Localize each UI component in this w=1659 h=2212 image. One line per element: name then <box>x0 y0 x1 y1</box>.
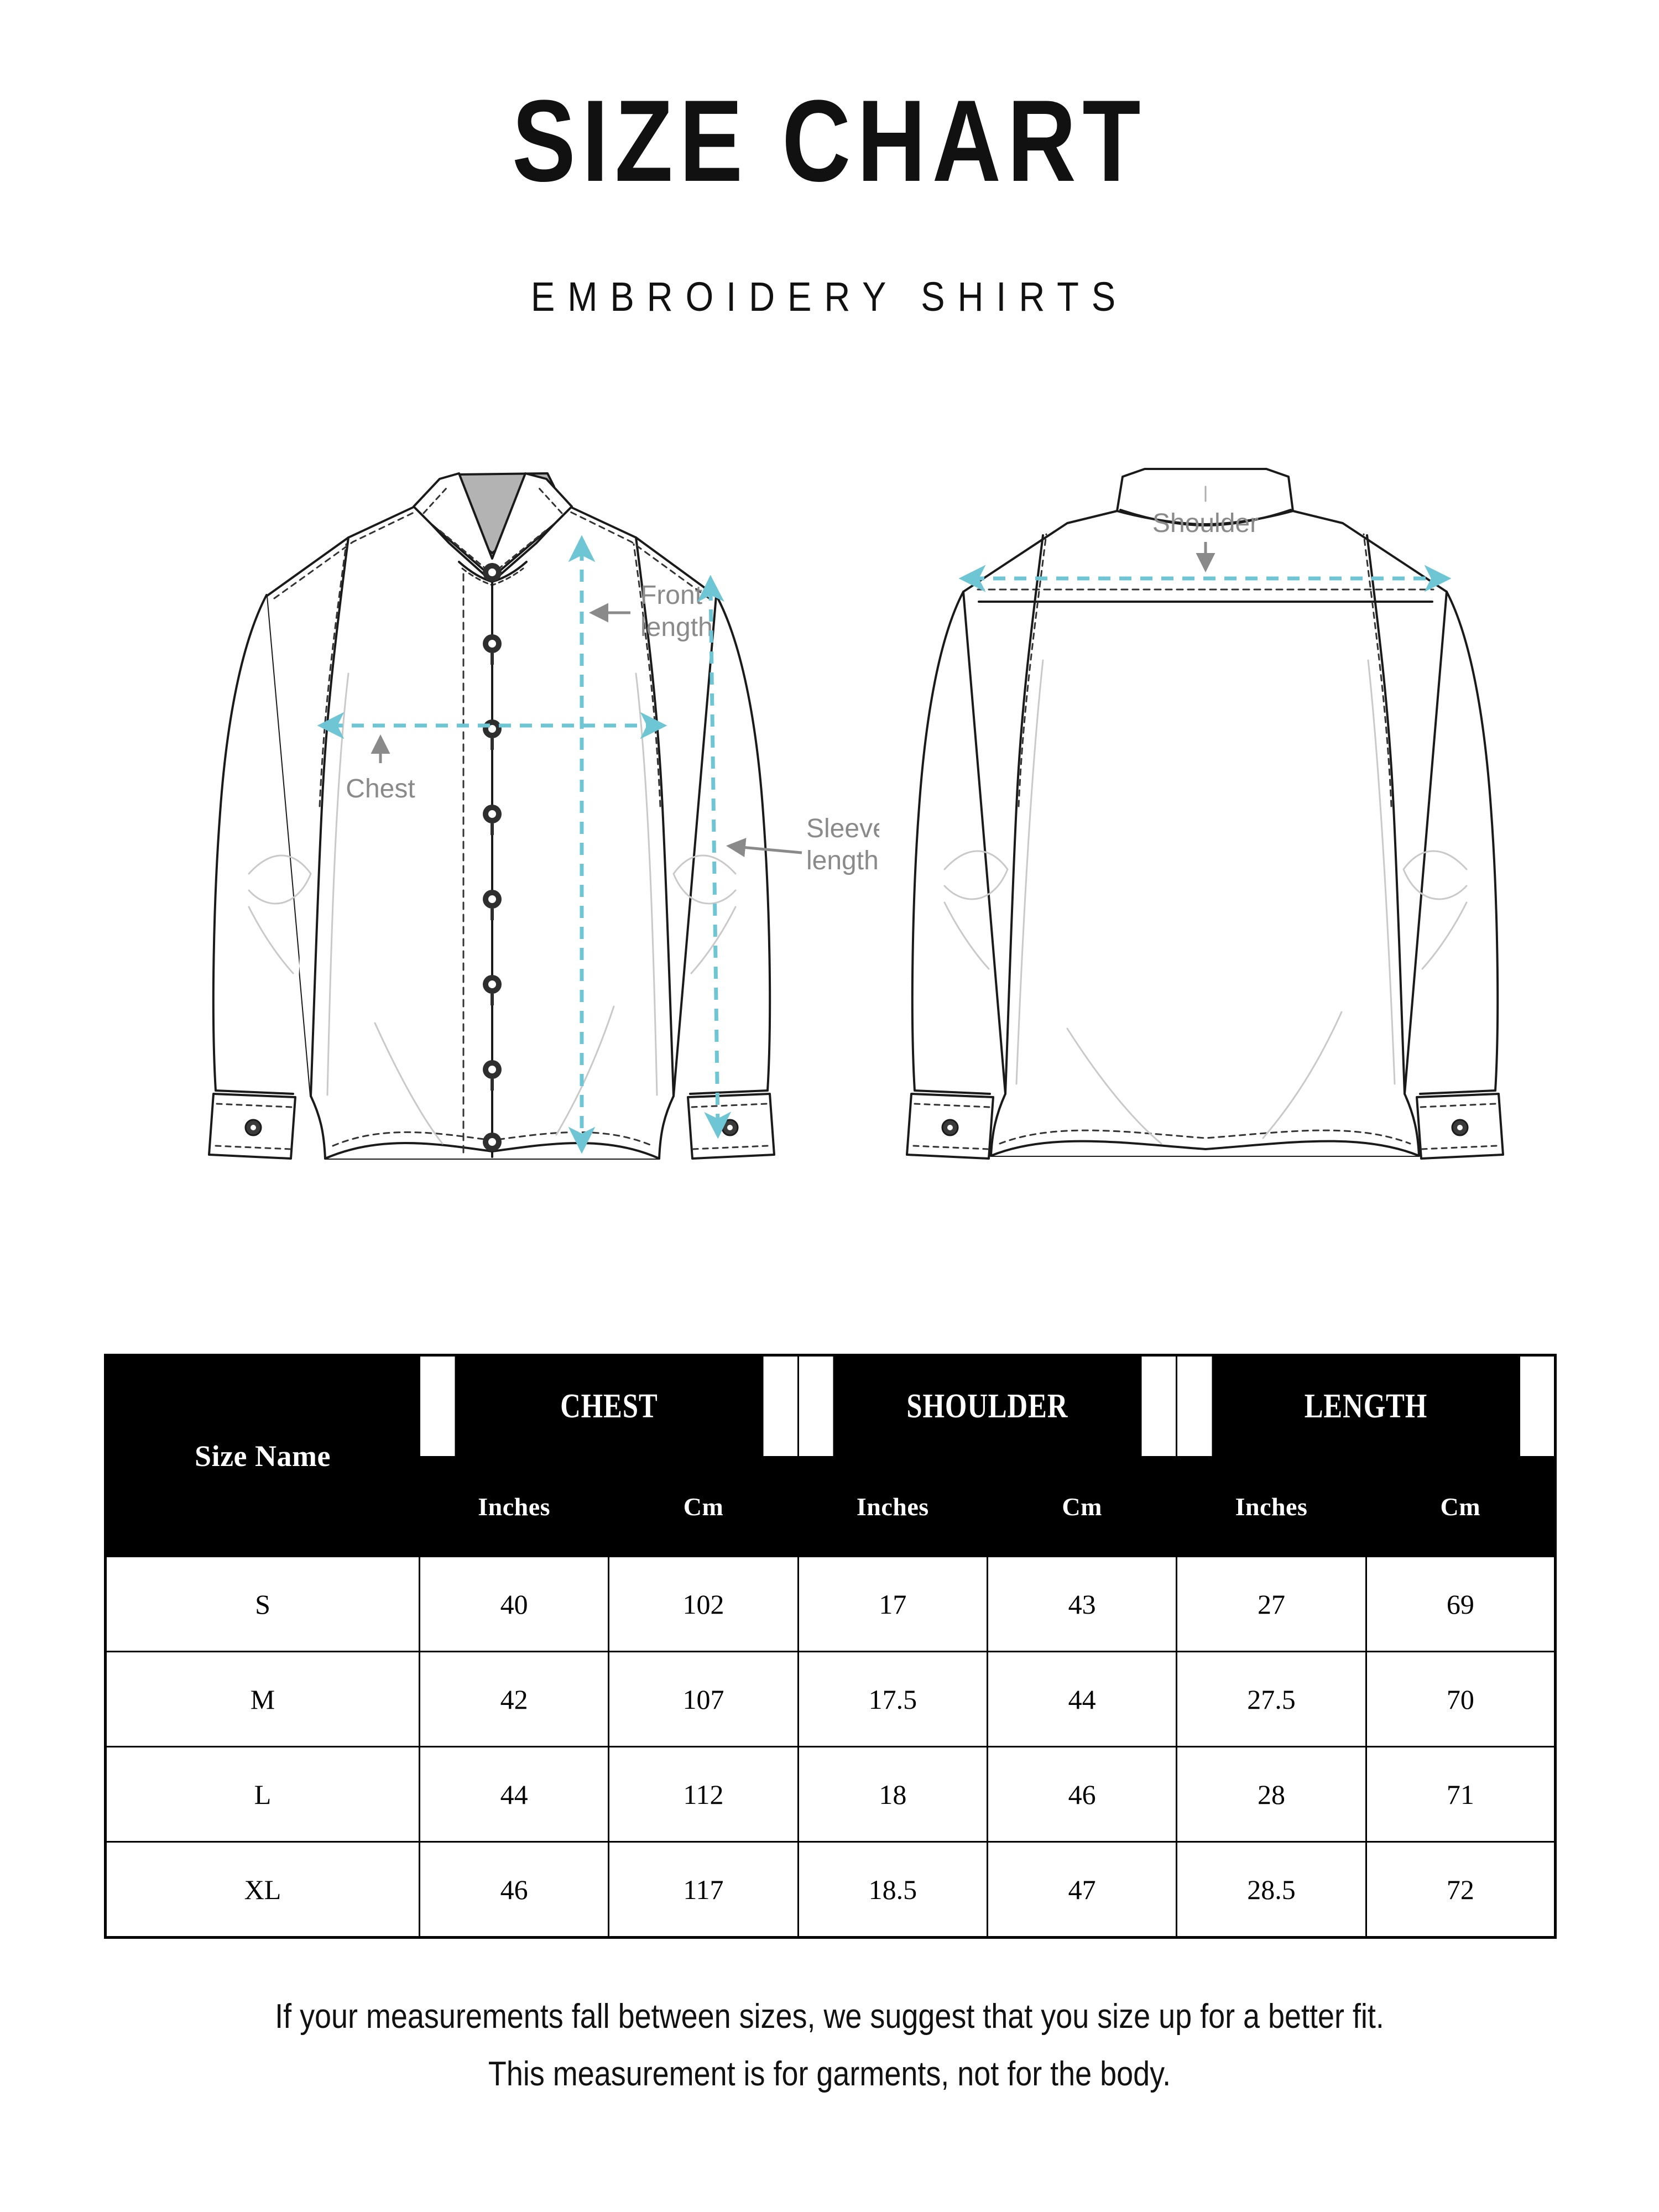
cell-length-cm: 69 <box>1365 1556 1557 1652</box>
footer-line-1: If your measurements fall between sizes,… <box>275 1997 1384 2036</box>
cell-chest-cm: 102 <box>608 1556 799 1652</box>
header-shoulder-inches: Inches <box>797 1456 988 1557</box>
chest-label: Chest <box>346 774 415 804</box>
page-subtitle: EMBROIDERY SHIRTS <box>530 274 1129 320</box>
table-header-row-units: Inches Cm Inches Cm Inches Cm <box>106 1456 1557 1557</box>
table-row: M 42 107 17.5 44 27.5 70 <box>105 1651 1557 1747</box>
header-chest-cm: Cm <box>608 1456 799 1557</box>
cell-size: L <box>105 1746 420 1843</box>
cell-length-inches: 27 <box>1176 1556 1367 1652</box>
shirt-front-illustration: Chest Front length Sleeve length <box>182 453 879 1189</box>
cell-shoulder-inches: 18.5 <box>797 1841 988 1938</box>
cell-chest-cm: 112 <box>608 1746 799 1843</box>
sleeve-length-measure-arrow <box>697 575 732 1139</box>
cell-chest-inches: 46 <box>418 1841 610 1938</box>
header-shoulder-cm: Cm <box>986 1456 1178 1557</box>
cell-shoulder-cm: 44 <box>986 1651 1178 1747</box>
page-title: SIZE CHART <box>512 76 1147 206</box>
shirt-back-illustration: Shoulder <box>885 453 1526 1189</box>
table-head: Size Name CHEST SHOULDER LENGTH Inches C… <box>105 1354 1557 1557</box>
cell-chest-inches: 40 <box>418 1556 610 1652</box>
table-row: L 44 112 18 46 28 71 <box>105 1746 1557 1843</box>
footer-note: If your measurements fall between sizes,… <box>108 1988 1551 2103</box>
footer-line-2: This measurement is for garments, not fo… <box>488 2055 1171 2093</box>
cell-length-inches: 27.5 <box>1176 1651 1367 1747</box>
header-length-cm: Cm <box>1365 1456 1557 1557</box>
sleeve-length-label-line1: Sleeve <box>806 814 879 843</box>
cell-length-cm: 71 <box>1365 1746 1557 1843</box>
table-body: S 40 102 17 43 27 69 M 42 107 17.5 44 27… <box>105 1556 1557 1938</box>
cell-size: S <box>105 1556 420 1652</box>
size-chart-table: Size Name CHEST SHOULDER LENGTH Inches C… <box>104 1354 1557 1939</box>
cell-shoulder-cm: 47 <box>986 1841 1178 1938</box>
cell-size: M <box>105 1651 420 1747</box>
front-length-label-line1: Front <box>640 581 702 610</box>
cell-shoulder-inches: 17.5 <box>797 1651 988 1747</box>
header-length-inches: Inches <box>1176 1456 1367 1557</box>
cell-shoulder-inches: 18 <box>797 1746 988 1843</box>
shirt-illustrations: Chest Front length Sleeve length <box>0 453 1659 1691</box>
table-row: S 40 102 17 43 27 69 <box>105 1556 1557 1652</box>
cell-length-inches: 28.5 <box>1176 1841 1367 1938</box>
cell-chest-inches: 42 <box>418 1651 610 1747</box>
cell-chest-cm: 107 <box>608 1651 799 1747</box>
header-group-chest: CHEST <box>452 1354 765 1458</box>
front-length-label-line2: length <box>640 613 713 642</box>
cell-shoulder-cm: 43 <box>986 1556 1178 1652</box>
header-group-shoulder: SHOULDER <box>831 1354 1144 1458</box>
cell-length-cm: 72 <box>1365 1841 1557 1938</box>
table-header-row-groups: Size Name CHEST SHOULDER LENGTH <box>105 1354 1556 1557</box>
cell-shoulder-cm: 46 <box>986 1746 1178 1843</box>
header-size-name: Size Name <box>105 1354 420 1557</box>
header-chest-inches: Inches <box>418 1456 610 1557</box>
cell-chest-inches: 44 <box>418 1746 610 1843</box>
cell-shoulder-inches: 17 <box>797 1556 988 1652</box>
cell-size: XL <box>105 1841 420 1938</box>
cell-length-cm: 70 <box>1365 1651 1557 1747</box>
cell-chest-cm: 117 <box>608 1841 799 1938</box>
table-row: XL 46 117 18.5 47 28.5 72 <box>105 1841 1557 1938</box>
shoulder-label: Shoulder <box>1152 509 1259 538</box>
sleeve-length-label-line2: length <box>806 846 879 875</box>
cell-length-inches: 28 <box>1176 1746 1367 1843</box>
header-group-length: LENGTH <box>1210 1354 1522 1458</box>
